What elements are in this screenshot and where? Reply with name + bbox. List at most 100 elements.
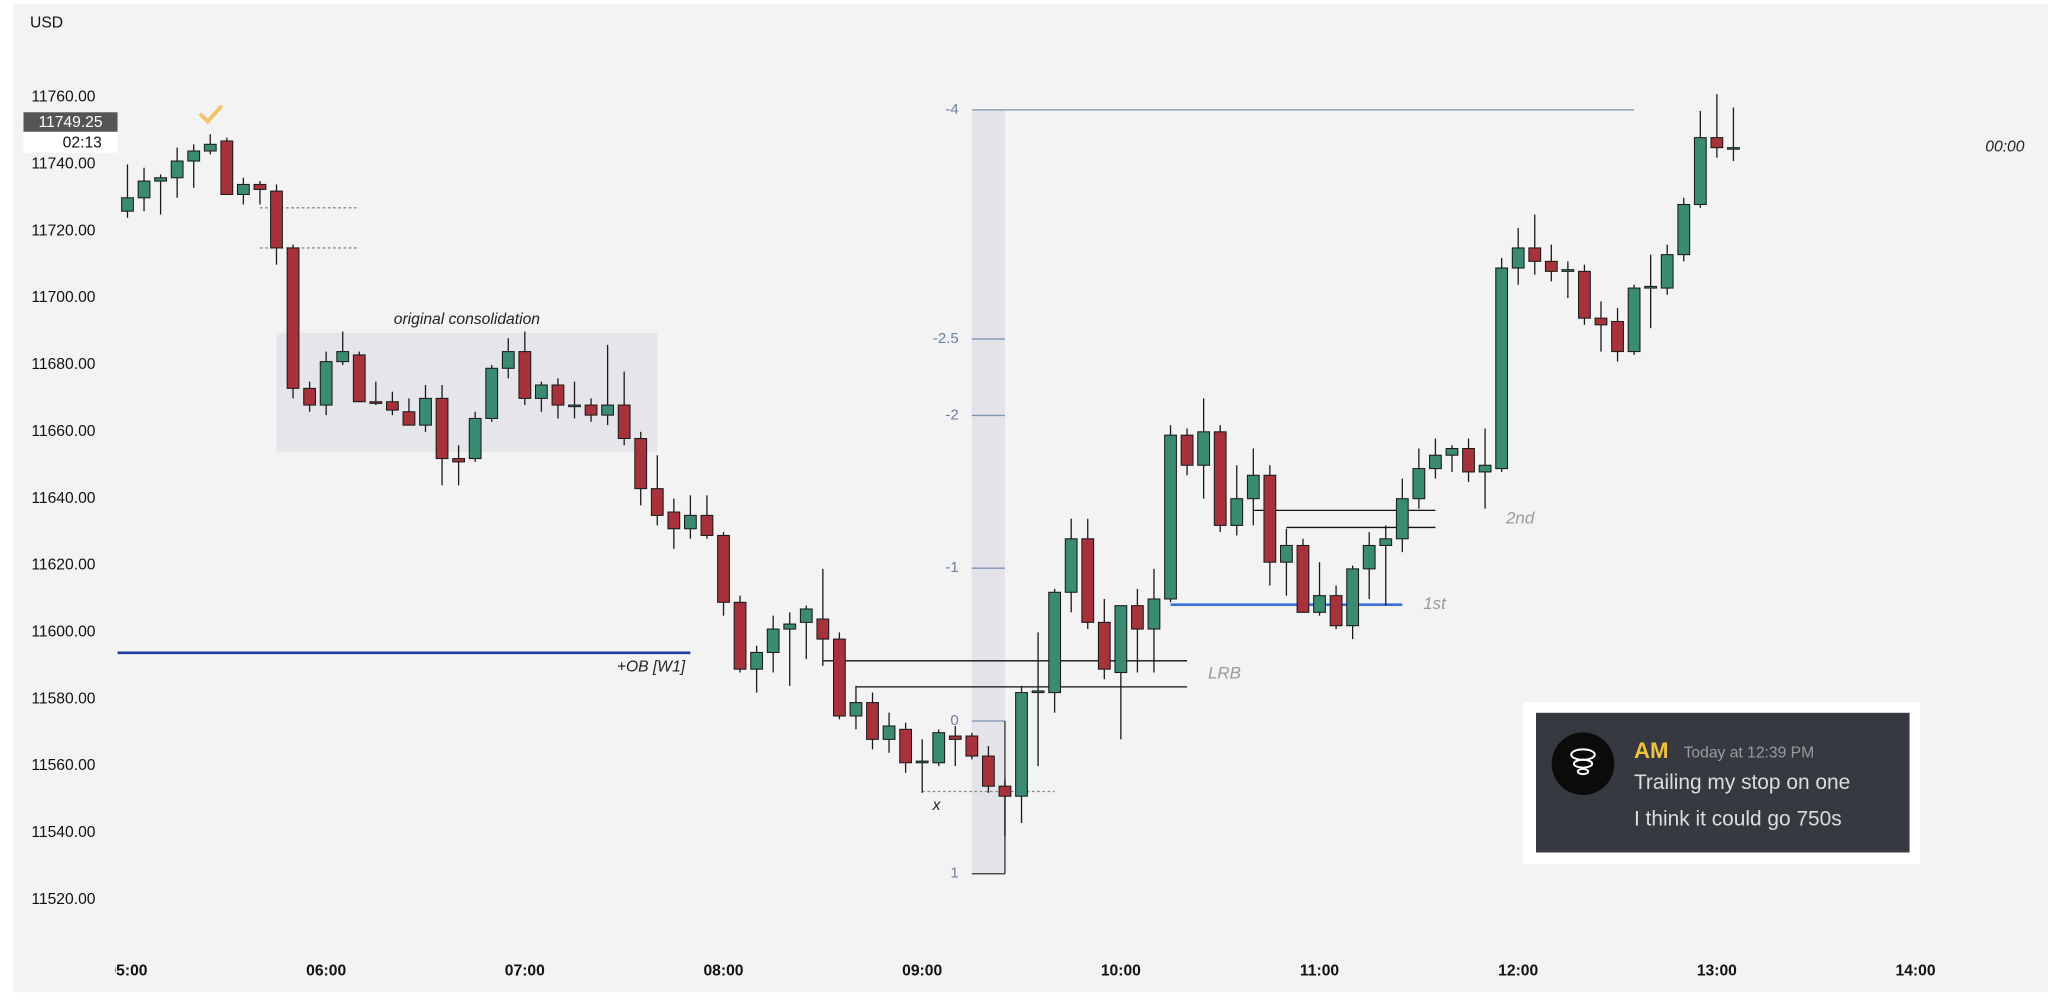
- x-tick-label: 14:00: [1896, 962, 1936, 979]
- candle-body: [1180, 434, 1194, 466]
- fib-level-label: -4: [945, 101, 958, 118]
- right-time: 00:00: [1985, 139, 2024, 156]
- candle-body: [832, 638, 846, 717]
- x-axis: 05:00 06:00 07:00 08:00 09:00 10:00 11:00 12:00…: [107, 962, 1936, 979]
- candle-body: [236, 183, 250, 195]
- candle-body: [750, 651, 764, 670]
- candle-body: [1346, 568, 1360, 627]
- candle-body: [1727, 147, 1740, 150]
- message-line: Trailing my stop on one: [1634, 771, 1850, 794]
- candle-body: [601, 404, 615, 416]
- candle-body: [1511, 247, 1525, 269]
- fib-level-label: -2.5: [933, 330, 959, 347]
- candle-body: [899, 728, 913, 764]
- candle-body: [717, 534, 730, 603]
- candle-body: [286, 247, 300, 389]
- candle-body: [568, 404, 581, 408]
- candle-body: [948, 735, 962, 740]
- y-tick-label: 11680.00: [31, 356, 95, 373]
- candle-body: [1561, 269, 1575, 272]
- candle-body: [154, 177, 167, 182]
- x-tick-label: 11:00: [1300, 962, 1339, 979]
- candle-body: [518, 351, 532, 399]
- candle-body: [1081, 538, 1095, 623]
- candle-body: [319, 361, 333, 406]
- candle-body: [1015, 692, 1028, 797]
- candle-body: [1395, 498, 1409, 540]
- candle-body: [187, 150, 201, 162]
- avatar-icon: [1576, 767, 1590, 776]
- candle-body: [352, 354, 366, 403]
- candle-body: [1677, 203, 1691, 256]
- candle-body: [1660, 254, 1674, 289]
- candle-body: [799, 608, 813, 623]
- y-tick-label: 11600.00: [31, 624, 95, 641]
- candle-body: [336, 351, 350, 363]
- countdown-background: [23, 131, 118, 153]
- y-tick-label: 11720.00: [31, 222, 95, 239]
- y-tick-label: 11540.00: [31, 824, 95, 841]
- candle-body: [584, 404, 598, 416]
- candle-body: [650, 488, 664, 516]
- candle-body: [501, 351, 515, 369]
- candle-body: [253, 183, 267, 190]
- avatar-icon: [1572, 758, 1594, 769]
- candle-body: [468, 417, 482, 460]
- candle-body: [683, 514, 697, 530]
- fib-level-label: 1: [950, 865, 958, 882]
- candle-body: [220, 140, 234, 195]
- candle-body: [1263, 474, 1277, 563]
- fib-level-label: -2: [945, 406, 958, 423]
- x-tick-label: 05:00: [107, 962, 147, 979]
- candle-body: [1627, 287, 1641, 353]
- candle-body: [667, 511, 681, 530]
- candle-body: [866, 702, 879, 740]
- box-label: original consolidation: [394, 311, 540, 328]
- x-tick-label: 09:00: [902, 962, 942, 979]
- candle-body: [882, 725, 896, 740]
- y-tick-label: 11700.00: [31, 289, 95, 306]
- y-tick-label: 11740.00: [31, 156, 95, 173]
- line-label: LRB: [1208, 663, 1241, 682]
- x-tick-label: 13:00: [1697, 962, 1737, 979]
- candle-body: [170, 160, 184, 179]
- candle-body: [402, 411, 416, 426]
- candle-body: [816, 618, 830, 640]
- candle-body: [551, 384, 565, 406]
- x-tick-label: 08:00: [703, 962, 743, 979]
- currency-label: USD: [30, 15, 63, 32]
- y-tick-label: 11620.00: [31, 557, 95, 574]
- candle-body: [385, 401, 399, 411]
- consolidation-box: [276, 332, 658, 452]
- y-tick-label: 11660.00: [31, 423, 95, 440]
- x-tick-label: 06:00: [306, 962, 346, 979]
- avatar: [1551, 732, 1615, 796]
- candle-body: [270, 190, 283, 249]
- candle-body: [1362, 544, 1376, 570]
- candle-body: [452, 458, 466, 463]
- fib-level-label: 0: [950, 712, 958, 729]
- candle-body: [1445, 448, 1459, 456]
- candle-body: [617, 404, 631, 440]
- candle-body: [1478, 464, 1492, 473]
- line-label: +OB [W1]: [617, 658, 686, 675]
- line-label: x: [932, 797, 942, 814]
- candle-body: [203, 143, 217, 152]
- message-line: I think it could go 750s: [1634, 807, 1842, 830]
- price-tag-background: [23, 112, 118, 132]
- candle-body: [1064, 538, 1078, 593]
- countdown: 02:13: [63, 135, 102, 152]
- candle-body: [1594, 317, 1608, 326]
- candle-body: [998, 785, 1012, 797]
- candle-body: [1578, 270, 1591, 319]
- candle-body: [915, 760, 929, 764]
- candle-body: [1644, 285, 1658, 289]
- candle-body: [1164, 434, 1177, 600]
- candle-body: [1114, 605, 1128, 674]
- candle-body: [485, 367, 499, 419]
- candle-body: [419, 397, 432, 426]
- candle-body: [1131, 605, 1144, 630]
- candle-body: [1147, 598, 1161, 630]
